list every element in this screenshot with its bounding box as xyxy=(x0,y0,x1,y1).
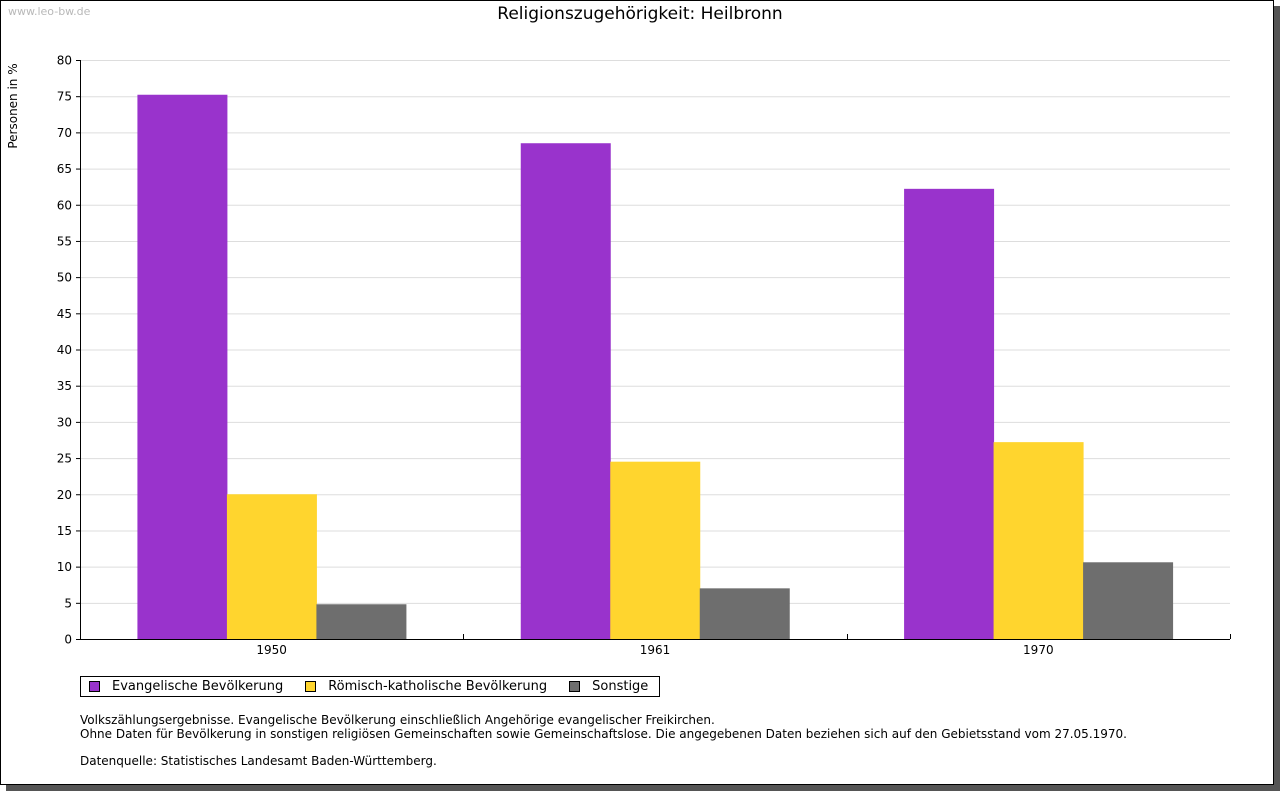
y-tick-label: 45 xyxy=(57,307,72,321)
y-tick-label: 60 xyxy=(57,198,72,212)
legend-label-sonstige: Sonstige xyxy=(592,679,649,694)
y-tick-label: 80 xyxy=(57,54,72,68)
bar xyxy=(904,188,995,639)
data-source: Datenquelle: Statistisches Landesamt Bad… xyxy=(80,754,437,768)
y-tick-label: 30 xyxy=(57,415,72,429)
legend-swatch-evangelisch xyxy=(89,681,100,692)
y-tick-label: 25 xyxy=(57,452,72,466)
chart-notes: Volkszählungsergebnisse. Evangelische Be… xyxy=(80,713,1127,768)
y-tick-label: 35 xyxy=(57,379,72,393)
y-tick-label: 0 xyxy=(64,633,72,647)
y-tick-label: 70 xyxy=(57,126,72,140)
legend: Evangelische Bevölkerung Römisch-katholi… xyxy=(80,676,661,697)
legend-swatch-katholisch xyxy=(305,681,317,692)
y-tick-label: 10 xyxy=(57,560,72,574)
note-line-2: Ohne Daten für Bevölkerung in sonstigen … xyxy=(80,727,1127,741)
legend-swatch-sonstige xyxy=(569,681,581,692)
note-line-1: Volkszählungsergebnisse. Evangelische Be… xyxy=(80,713,715,727)
y-tick-label: 75 xyxy=(57,90,72,104)
legend-item-sonstige: Sonstige xyxy=(569,679,648,694)
y-tick-label: 20 xyxy=(57,488,72,502)
legend-label-katholisch: Römisch-katholische Bevölkerung xyxy=(328,679,548,694)
bar xyxy=(699,588,790,639)
legend-item-evangelisch: Evangelische Bevölkerung xyxy=(89,679,283,694)
x-tick-label: 1961 xyxy=(640,643,671,657)
legend-label-evangelisch: Evangelische Bevölkerung xyxy=(112,679,284,694)
x-tick-label: 1950 xyxy=(256,643,287,657)
bar xyxy=(1083,562,1174,639)
bar xyxy=(610,461,701,639)
bar xyxy=(226,494,317,639)
bar xyxy=(520,143,611,639)
y-tick-label: 50 xyxy=(57,271,72,285)
y-tick-label: 55 xyxy=(57,234,72,248)
y-tick-label: 5 xyxy=(64,596,72,610)
bar xyxy=(993,442,1084,639)
y-tick-label: 40 xyxy=(57,343,72,357)
y-tick-label: 15 xyxy=(57,524,72,538)
y-tick-label: 65 xyxy=(57,162,72,176)
bar xyxy=(316,604,407,639)
bar xyxy=(137,94,228,640)
watermark: www.leo-bw.de xyxy=(8,5,91,18)
x-tick-label: 1970 xyxy=(1023,643,1054,657)
legend-item-katholisch: Römisch-katholische Bevölkerung xyxy=(305,679,547,694)
chart-title: Religionszugehörigkeit: Heilbronn xyxy=(497,4,783,24)
